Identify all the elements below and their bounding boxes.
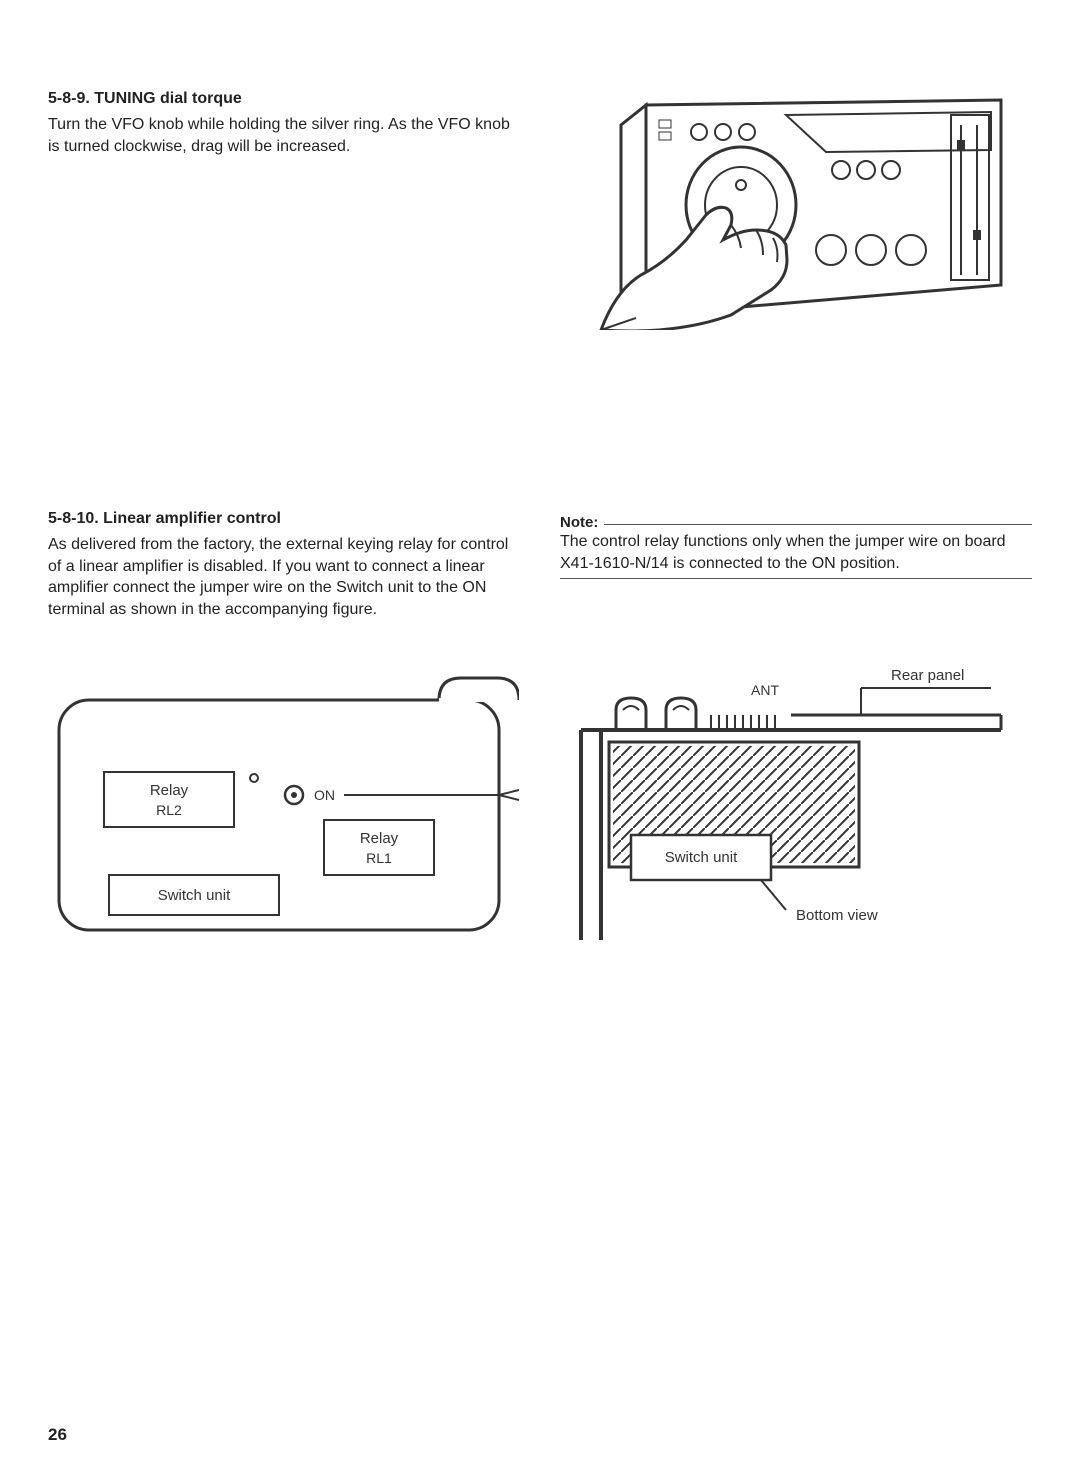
section-body-5-8-9: Turn the VFO knob while holding the silv… [48,114,520,157]
switch-unit-diagram: Relay RL2 Relay RL1 Switch unit ON [48,660,520,950]
svg-text:ANT: ANT [751,682,779,698]
svg-text:Relay: Relay [150,782,189,799]
section-body-5-8-10: As delivered from the factory, the exter… [48,534,520,620]
svg-text:Switch unit: Switch unit [665,849,738,866]
note-rule-top [604,524,1032,525]
svg-text:Switch unit: Switch unit [158,887,231,904]
section-heading-5-8-9: 5-8-9. TUNING dial torque [48,90,520,108]
tuning-dial-illustration [560,90,1032,330]
svg-text:Rear panel: Rear panel [891,667,964,684]
section-heading-5-8-10: 5-8-10. Linear amplifier control [48,510,520,528]
rear-panel-diagram: Rear panel ANT [560,660,1032,980]
svg-text:RL1: RL1 [366,850,392,866]
note-label: Note: [560,514,598,531]
note-body: The control relay functions only when th… [560,531,1032,574]
svg-text:Relay: Relay [360,830,399,847]
page-number: 26 [48,1425,67,1445]
svg-text:Bottom view: Bottom view [796,907,878,924]
svg-text:RL2: RL2 [156,802,182,818]
svg-text:ON: ON [314,787,335,803]
note-rule-bottom [560,578,1032,579]
